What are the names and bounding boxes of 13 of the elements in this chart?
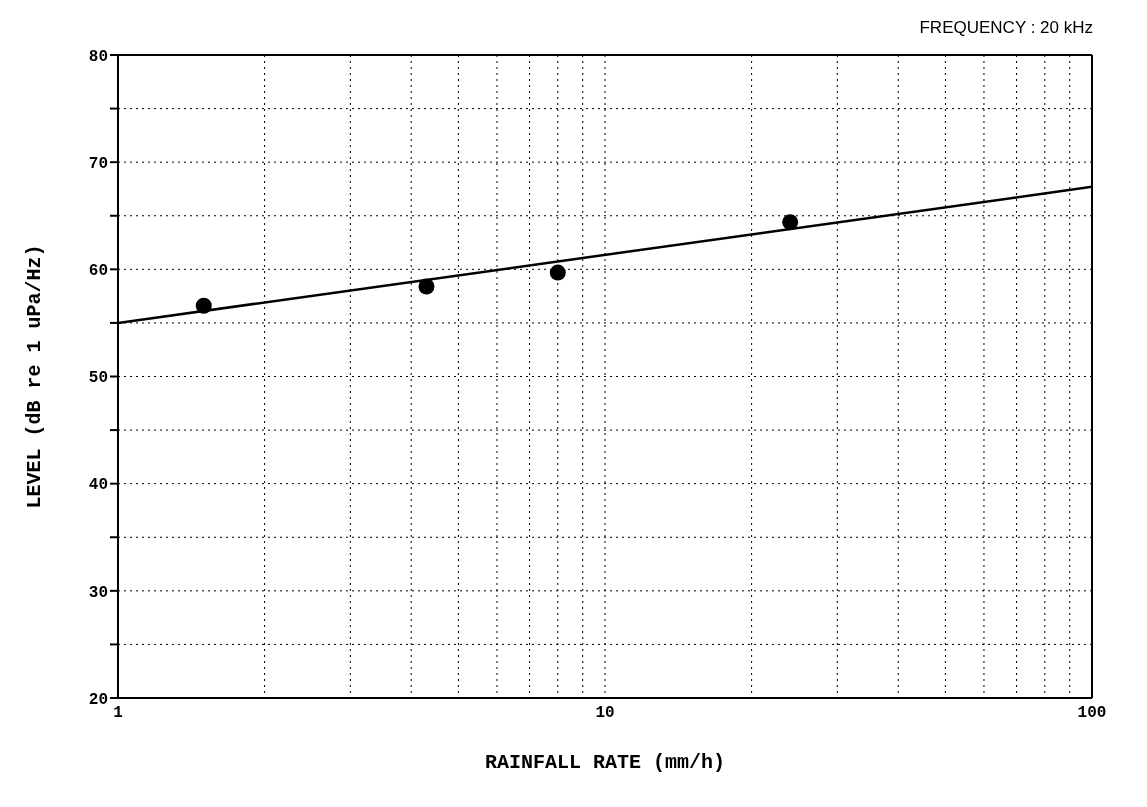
y-tick-label: 30 [88, 583, 108, 602]
y-tick-label: 20 [88, 690, 108, 709]
x-tick-label: 1 [113, 704, 123, 723]
y-tick-label: 70 [88, 154, 108, 173]
x-axis-title: RAINFALL RATE (mm/h) [484, 751, 726, 774]
y-tick-label: 80 [88, 47, 108, 66]
y-tick-label: 60 [88, 262, 108, 281]
x-tick-label: 10 [595, 704, 615, 723]
y-tick-label: 40 [88, 476, 108, 495]
y-axis-title: LEVEL (dB re 1 uPa/Hz) [23, 244, 47, 509]
text: FREQUENCY : 20 kHz [919, 18, 1093, 38]
x-tick-label: 100 [1077, 704, 1107, 723]
y-tick-label: 50 [88, 369, 108, 388]
